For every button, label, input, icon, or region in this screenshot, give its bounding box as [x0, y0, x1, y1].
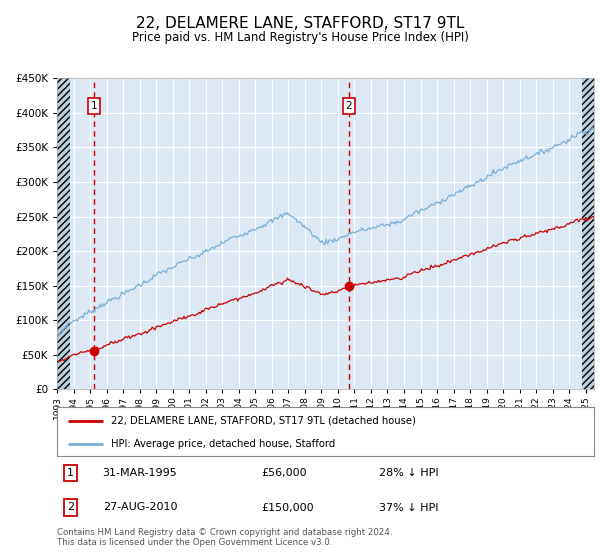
Text: 2: 2: [67, 502, 74, 512]
Text: HPI: Average price, detached house, Stafford: HPI: Average price, detached house, Staf…: [111, 439, 335, 449]
Text: Contains HM Land Registry data © Crown copyright and database right 2024.
This d: Contains HM Land Registry data © Crown c…: [57, 528, 392, 547]
Text: 28% ↓ HPI: 28% ↓ HPI: [379, 468, 439, 478]
Text: Price paid vs. HM Land Registry's House Price Index (HPI): Price paid vs. HM Land Registry's House …: [131, 31, 469, 44]
Text: £150,000: £150,000: [261, 502, 314, 512]
Text: 22, DELAMERE LANE, STAFFORD, ST17 9TL (detached house): 22, DELAMERE LANE, STAFFORD, ST17 9TL (d…: [111, 416, 416, 426]
Text: 31-MAR-1995: 31-MAR-1995: [103, 468, 178, 478]
Text: £56,000: £56,000: [261, 468, 307, 478]
Text: 22, DELAMERE LANE, STAFFORD, ST17 9TL: 22, DELAMERE LANE, STAFFORD, ST17 9TL: [136, 16, 464, 31]
Text: 37% ↓ HPI: 37% ↓ HPI: [379, 502, 439, 512]
Text: 2: 2: [346, 101, 352, 111]
Text: 27-AUG-2010: 27-AUG-2010: [103, 502, 177, 512]
Text: 1: 1: [67, 468, 74, 478]
Text: 1: 1: [91, 101, 97, 111]
